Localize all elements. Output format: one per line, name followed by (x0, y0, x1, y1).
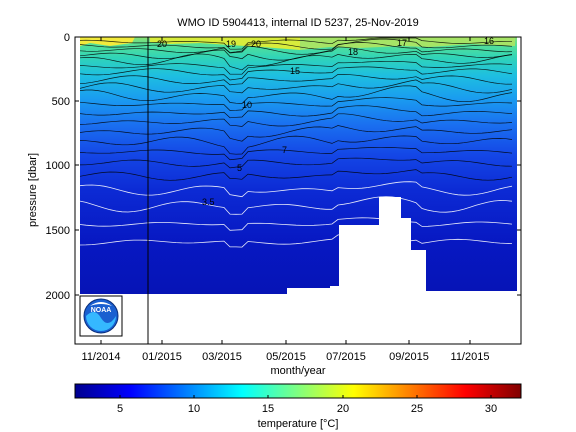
contour-line (79, 37, 512, 50)
y-tick-label: 1500 (46, 225, 70, 237)
contour-label: 20 (157, 39, 167, 49)
contour-line (79, 79, 513, 94)
contour-lines (79, 37, 513, 248)
colorbar-tick-label: 10 (188, 403, 200, 415)
colorbar-label: temperature [°C] (258, 418, 339, 430)
x-axis: 11/2014 01/2015 03/2015 05/2015 07/2015 … (82, 37, 490, 363)
contour-line (79, 135, 513, 155)
x-tick-label: 01/2015 (142, 351, 182, 363)
x-axis-label: month/year (270, 365, 325, 377)
x-tick-label: 11/2015 (451, 351, 490, 363)
colorbar-tick-label: 30 (485, 403, 497, 415)
x-tick-label: 03/2015 (202, 351, 242, 363)
contour-line (79, 60, 513, 75)
contour-line (79, 74, 513, 86)
contour-label: 16 (484, 36, 494, 46)
contour-label: 3.5 (202, 197, 215, 207)
contour-line (79, 157, 513, 169)
x-tick-label: 05/2015 (266, 351, 306, 363)
axes-frame (74, 36, 522, 345)
contour-line (79, 113, 513, 127)
contour-line (79, 85, 513, 104)
colorbar-tick-label: 25 (411, 403, 423, 415)
colorbar-tick-label: 20 (337, 403, 349, 415)
contour-line (79, 181, 513, 198)
chart-title: WMO ID 5904413, internal ID 5237, 25-Nov… (177, 17, 419, 29)
y-tick-label: 0 (64, 32, 70, 44)
contour-line (79, 169, 513, 181)
colorbar (74, 383, 522, 399)
surface-yellow-patch (150, 37, 300, 50)
contour-label: 10 (242, 100, 252, 110)
y-tick-label: 2000 (46, 290, 70, 302)
logo-text: NOAA (91, 307, 112, 314)
contour-labels: 20 20 19 18 17 16 15 10 7 5 3.5 (157, 36, 494, 207)
contour-line (79, 217, 513, 231)
colorbar-ticks: 5 10 15 20 25 30 (117, 395, 497, 415)
contour-line (79, 234, 513, 248)
contour-line (79, 53, 513, 71)
x-tick-label: 09/2015 (389, 351, 429, 363)
colorbar-tick-label: 5 (117, 403, 123, 415)
contour-line (79, 146, 513, 161)
contour-label: 19 (226, 39, 236, 49)
contour-line (79, 105, 513, 119)
contour-line (79, 196, 513, 215)
y-tick-label: 500 (52, 96, 70, 108)
contour-line (79, 42, 513, 55)
contour-label: 5 (237, 163, 242, 173)
colorbar-tick-label: 15 (262, 403, 274, 415)
y-axis: 0 500 1000 1500 2000 (46, 32, 521, 302)
contour-line (79, 46, 513, 61)
contour-label: 7 (282, 145, 287, 155)
contour-line (79, 97, 513, 111)
contour-line (79, 125, 513, 142)
x-tick-label: 07/2015 (326, 351, 366, 363)
contour-label: 18 (348, 47, 358, 57)
x-tick-label: 11/2014 (82, 351, 121, 363)
y-tick-label: 1000 (46, 160, 70, 172)
temperature-field (80, 37, 517, 294)
noaa-logo: NOAA (79, 295, 123, 337)
contour-line (79, 38, 513, 53)
y-axis-label: pressure [dbar] (27, 153, 39, 227)
contour-label: 17 (397, 38, 407, 48)
contour-label: 20 (251, 39, 261, 49)
contour-label: 15 (290, 66, 300, 76)
contour-line (79, 66, 513, 81)
